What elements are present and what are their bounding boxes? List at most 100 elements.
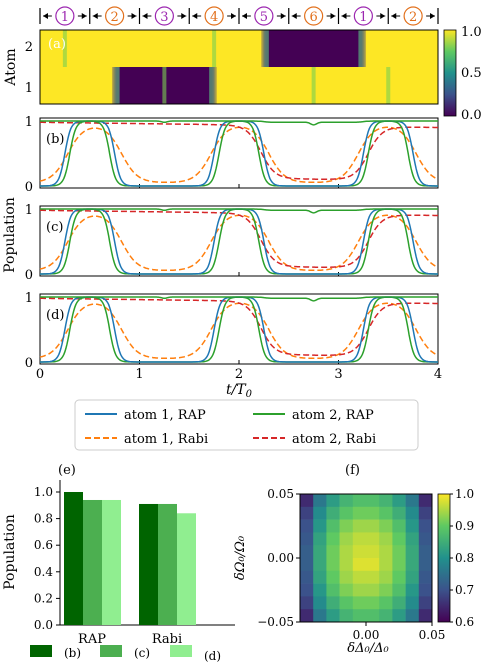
heatmap-f-cell	[418, 519, 433, 533]
heatmap-f-cell	[405, 583, 420, 597]
y-tick-0: 0	[25, 268, 33, 283]
line-panel-label: (d)	[46, 308, 64, 323]
stage-number: 1	[61, 10, 69, 25]
stage-arrowhead	[231, 13, 236, 19]
bar-rap-0	[64, 492, 83, 625]
heatmap-a-background	[40, 30, 438, 104]
heatmap-f-cell	[392, 545, 406, 559]
e-y-tick-label: 1.0	[34, 485, 53, 499]
heatmap-f-cell	[405, 545, 420, 559]
heatmap-f-cell	[313, 494, 327, 508]
heatmap-f-cell	[379, 545, 393, 559]
heatmap-a-transition	[212, 30, 217, 67]
line-panel: (c) 1 0	[25, 203, 439, 283]
heatmap-f-cell	[405, 609, 420, 623]
stage-number: 2	[110, 10, 118, 25]
legend: atom 1, RAP atom 2, RAP atom 1, Rabi ato…	[74, 399, 419, 451]
line-panel-frame	[39, 293, 439, 365]
stage-arrowhead	[43, 13, 48, 19]
legend-atom1-rap: atom 1, RAP	[124, 408, 206, 423]
heatmap-f-cell	[339, 596, 354, 610]
colorbar-a-tick-1: 1.0	[461, 25, 482, 40]
heatmap-f-cell	[392, 494, 406, 508]
stage-number: 2	[409, 10, 417, 25]
heatmap-f-cell	[366, 570, 380, 584]
e-y-tick-label: 0.6	[34, 538, 53, 552]
e-legend-swatch	[30, 645, 52, 657]
heatmap-f-cell	[379, 506, 393, 520]
y-tick-0: 0	[25, 356, 33, 371]
colorbar-f-tick-label: 0.7	[455, 583, 474, 597]
heatmap-f-cell	[326, 570, 340, 584]
heatmap-f-cell	[418, 532, 433, 546]
e-category-label: RAP	[78, 632, 106, 647]
stage-arrowhead	[330, 13, 336, 19]
heatmap-f-cell	[392, 558, 406, 572]
e-ylabel: Population	[2, 514, 18, 590]
heatmap-f-cell	[300, 583, 314, 597]
colorbar-f-tick-label: 0.6	[455, 615, 474, 629]
heatmap-f-cell	[339, 545, 354, 559]
line-panels: (b)10(c)10(d)100 1 2 3 4	[25, 115, 442, 382]
f-y-tick-label: −0.05	[257, 615, 294, 629]
e-y-tick-label: 0.2	[34, 591, 53, 605]
heatmap-f-cell	[392, 532, 406, 546]
stage-circle	[55, 6, 75, 26]
f-y-tick-label: 0.00	[267, 551, 294, 565]
e-legend-label: (d)	[204, 649, 221, 663]
line-panel: (d) 1 0	[25, 291, 439, 371]
stage-circle	[254, 6, 274, 26]
heatmap-f-cell	[339, 583, 354, 597]
heatmap-f-cell	[418, 570, 433, 584]
heatmap-f-frame	[299, 493, 433, 623]
heatmap-f-cell	[352, 558, 367, 572]
x-tick-label: 2	[235, 367, 243, 382]
stage-arrowhead	[391, 13, 397, 19]
f-y-tick-label: 0.05	[267, 487, 294, 501]
heatmap-f-cell	[326, 545, 340, 559]
heatmap-f-cell	[300, 494, 314, 508]
heatmap-f-cell	[366, 519, 380, 533]
heatmap-f-cell	[300, 545, 314, 559]
colorbar-a	[443, 29, 457, 117]
stage-arrowhead	[131, 13, 137, 19]
heatmap-f-cell	[418, 583, 433, 597]
heatmap-f-cell	[339, 609, 354, 623]
panel-f-label: (f)	[345, 463, 360, 478]
heatmap-f-cell	[405, 494, 420, 508]
heatmap-f-cell	[379, 609, 393, 623]
stage-arrowhead	[92, 13, 98, 19]
stage-arrowhead	[142, 13, 148, 19]
stage-arrowhead	[81, 13, 87, 19]
y-tick-1: 1	[25, 203, 33, 218]
heatmap-f-cell	[313, 532, 327, 546]
heatmap-f-cell	[313, 609, 327, 623]
f-xlabel: δΔ₀/Δ₀	[347, 641, 389, 656]
heatmap-a-transition	[162, 67, 167, 104]
heatmap-f-cell	[418, 545, 433, 559]
series-atom2-rabi	[40, 121, 438, 180]
heatmap-f-cell	[339, 519, 354, 533]
y-tick-1: 1	[25, 291, 33, 306]
e-legend-label: (b)	[64, 646, 81, 660]
heatmap-f-cell	[379, 570, 393, 584]
heatmap-f-cell	[379, 583, 393, 597]
legend-atom2-rap: atom 2, RAP	[292, 408, 374, 423]
heatmap-f-cell	[326, 494, 340, 508]
heatmap-f-cell	[326, 596, 340, 610]
e-legend-swatch	[100, 645, 122, 657]
heatmap-f-cell	[418, 609, 433, 623]
bar-rabi-0	[139, 503, 158, 625]
stage-number: 1	[359, 10, 367, 25]
bar-rap-1	[83, 499, 102, 625]
x-tick-label: 0	[36, 367, 44, 382]
heatmap-f-cell	[366, 596, 380, 610]
x-tick-label: 4	[434, 367, 442, 382]
stage-arrowhead	[341, 13, 347, 19]
colorbar-f	[437, 493, 451, 623]
y-tick-1: 1	[25, 115, 33, 130]
heatmap-f-cell	[300, 609, 314, 623]
heatmap-f-cell	[392, 609, 406, 623]
panel-f: (f) 0.05 0.00 −0.05 0.00 0.05 0.6 0.7 0.8 0.9 1.…	[233, 463, 474, 656]
